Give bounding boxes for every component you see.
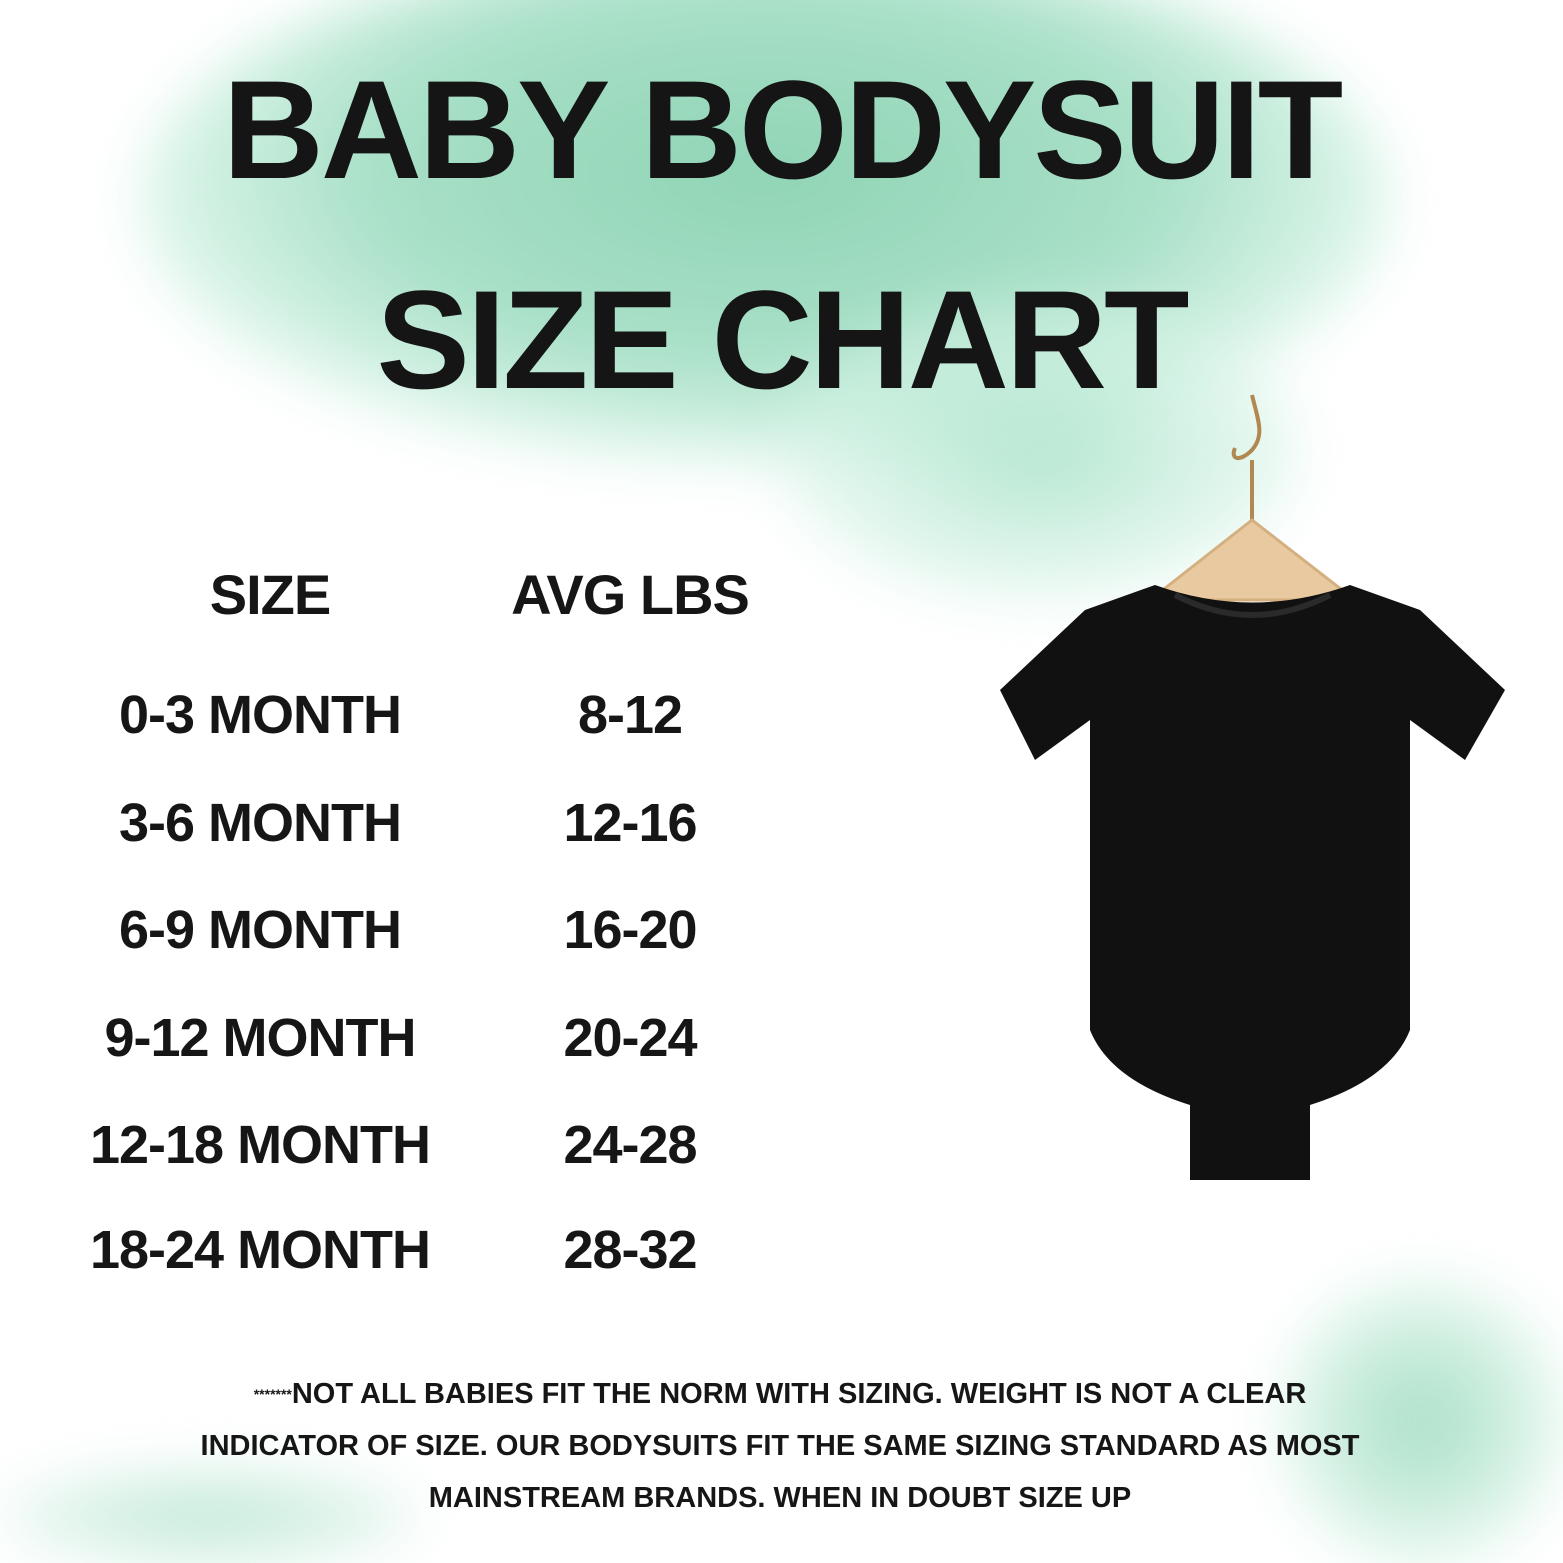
size-cell: 18-24 MONTH bbox=[89, 1220, 431, 1280]
hanger-icon bbox=[1145, 394, 1360, 602]
lbs-cell: 8-12 bbox=[577, 685, 683, 745]
size-cell: 9-12 MONTH bbox=[104, 1008, 416, 1068]
sizing-disclaimer: *******NOT ALL BABIES FIT THE NORM WITH … bbox=[180, 1368, 1380, 1524]
watercolor-bottom-right bbox=[1280, 1280, 1563, 1563]
note-text: NOT ALL BABIES FIT THE NORM WITH SIZING.… bbox=[200, 1378, 1360, 1514]
lbs-cell: 16-20 bbox=[563, 900, 697, 960]
lbs-cell: 12-16 bbox=[563, 793, 697, 853]
title-line-1: BABY BODYSUIT bbox=[222, 51, 1343, 208]
lbs-cell: 28-32 bbox=[563, 1220, 697, 1280]
lbs-cell: 20-24 bbox=[563, 1008, 697, 1068]
size-cell: 0-3 MONTH bbox=[118, 685, 402, 745]
lbs-cell: 24-28 bbox=[563, 1115, 697, 1175]
size-cell: 3-6 MONTH bbox=[118, 793, 402, 853]
size-cell: 6-9 MONTH bbox=[118, 900, 402, 960]
header-size: SIZE bbox=[209, 563, 331, 626]
bodysuit-icon bbox=[1000, 585, 1505, 1180]
bodysuit-on-hanger-image bbox=[1000, 394, 1505, 1180]
size-cell: 12-18 MONTH bbox=[89, 1115, 431, 1175]
header-avg-lbs: AVG LBS bbox=[511, 563, 750, 626]
title-line-2: SIZE CHART bbox=[376, 261, 1190, 418]
watercolor-bottom-left bbox=[0, 1470, 420, 1563]
note-asterisks: ******* bbox=[253, 1386, 292, 1402]
